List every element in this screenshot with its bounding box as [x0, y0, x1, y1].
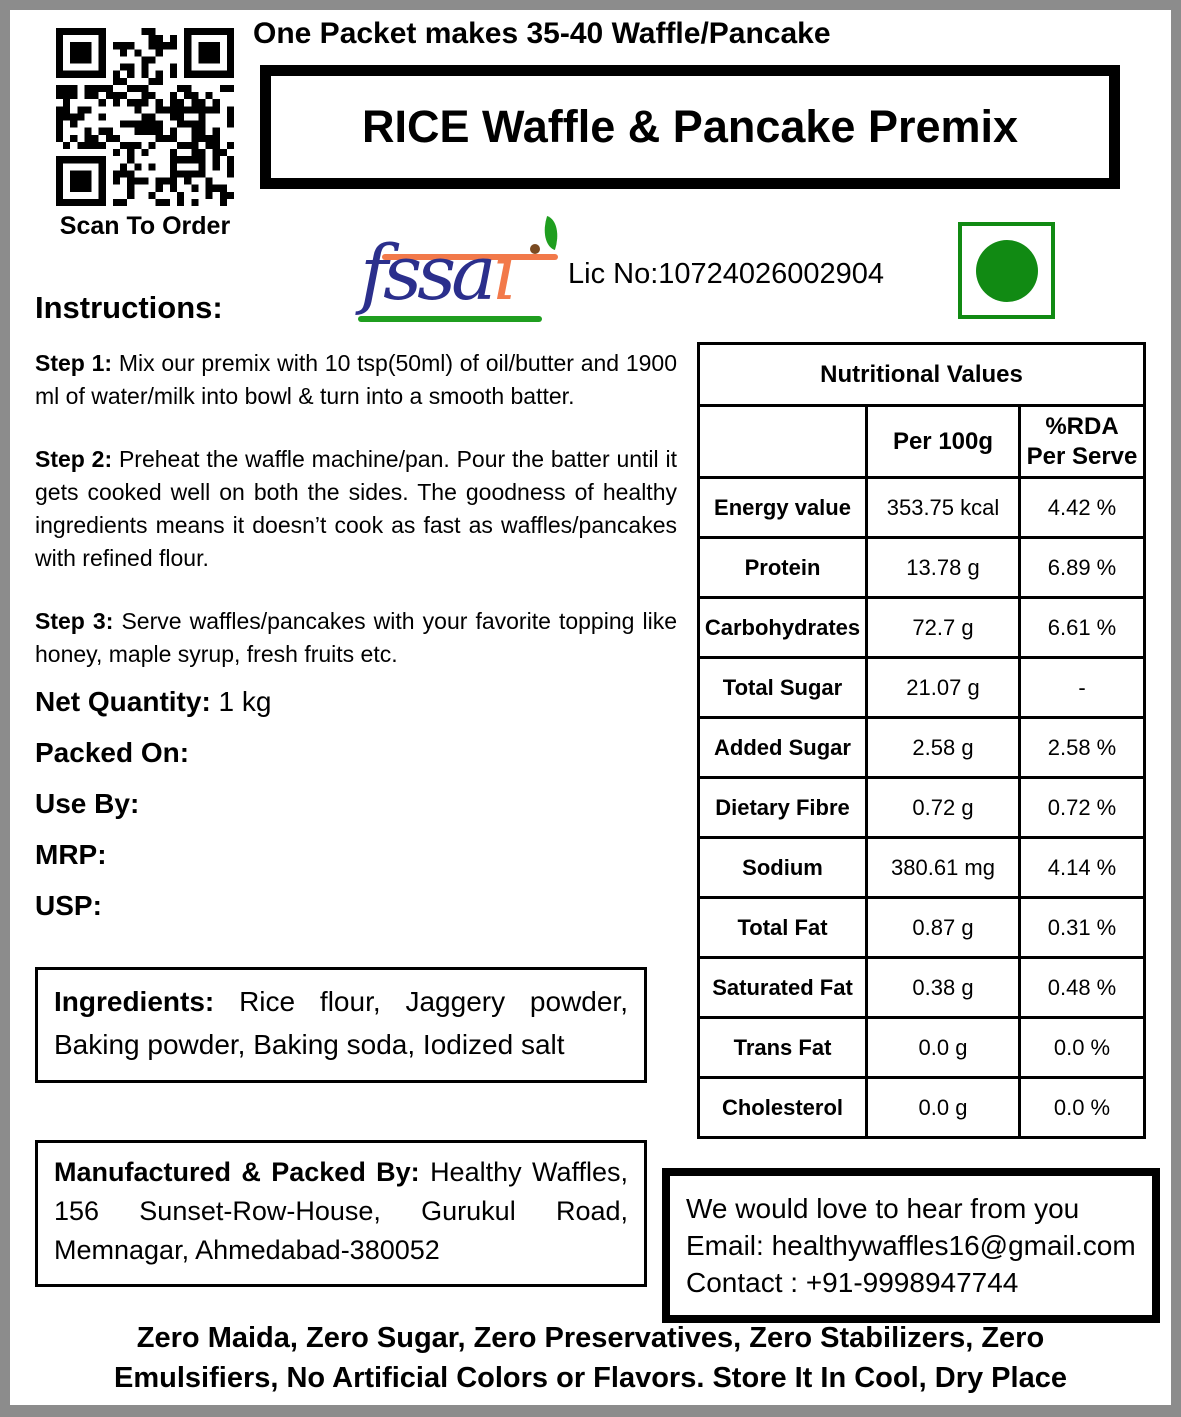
nutrition-row: Energy value 353.75 kcal 4.42 % — [697, 476, 1146, 539]
nutrient-per-100g: 0.38 g — [865, 956, 1021, 1019]
nutrition-table: Nutritional Values Per 100g %RDA Per Ser… — [697, 342, 1146, 1139]
instruction-steps: Step 1: Mix our premix with 10 tsp(50ml)… — [35, 347, 677, 671]
nutrient-per-100g: 2.58 g — [865, 716, 1021, 779]
nutrient-name: Saturated Fat — [697, 956, 868, 1019]
ingredients-text: Rice flour, Jaggery powder, Baking powde… — [54, 986, 628, 1060]
manufacturer-box: Manufactured & Packed By: Healthy Waffle… — [35, 1140, 647, 1287]
nutrient-name: Total Sugar — [697, 656, 868, 719]
nutrition-title-row: Nutritional Values — [697, 342, 1146, 407]
nutrition-row: Total Sugar 21.07 g- — [697, 656, 1146, 719]
nutrient-per-100g: 0.72 g — [865, 776, 1021, 839]
fssai-wordmark-i: ı — [491, 228, 515, 317]
pack-detail-line: Net Quantity: 1 kg — [35, 686, 272, 717]
nutrient-rda: 0.72 % — [1018, 776, 1146, 839]
nutrition-table-title: Nutritional Values — [697, 342, 1146, 407]
fssai-leaf-icon — [537, 215, 565, 251]
nutrition-row: Total Fat 0.87 g 0.31 % — [697, 896, 1146, 959]
fssai-top-bar — [382, 254, 558, 260]
nutrient-name: Dietary Fibre — [697, 776, 868, 839]
nutrient-per-100g: 72.7 g — [865, 596, 1021, 659]
nutrition-row: Sodium 380.61 mg 4.14 % — [697, 836, 1146, 899]
nutrient-name: Cholesterol — [697, 1076, 868, 1139]
top-note: One Packet makes 35-40 Waffle/Pancake — [253, 17, 831, 50]
contact-box: We would love to hear from you Email: he… — [662, 1168, 1160, 1323]
instruction-step: Step 1: Mix our premix with 10 tsp(50ml)… — [35, 350, 677, 409]
fssai-leaf-dot-icon — [530, 244, 540, 254]
nutrition-table-body: Energy value 353.75 kcal 4.42 % Protein 13.7… — [697, 476, 1146, 1139]
ingredients-label: Ingredients: — [54, 986, 215, 1017]
nutrient-rda: - — [1018, 656, 1146, 719]
nutrient-name: Protein — [697, 536, 868, 599]
fssai-wordmark: fssaı — [360, 222, 516, 324]
nutrient-rda: 4.14 % — [1018, 836, 1146, 899]
pack-detail-line: MRP: — [35, 839, 107, 870]
nutrient-per-100g: 13.78 g — [865, 536, 1021, 599]
veg-mark-dot — [975, 239, 1038, 302]
title-box: RICE Waffle & Pancake Premix — [260, 65, 1120, 189]
nutrient-per-100g: 0.87 g — [865, 896, 1021, 959]
nutrient-rda: 6.89 % — [1018, 536, 1146, 599]
nutrition-row: Protein 13.78 g 6.89 % — [697, 536, 1146, 599]
fssai-logo: fssaı — [358, 215, 568, 326]
ingredients-box: Ingredients: Rice flour, Jaggery powder,… — [35, 967, 647, 1083]
nutrition-row: Dietary Fibre 0.72 g 0.72 % — [697, 776, 1146, 839]
contact-line-3: Contact : +91-9998947744 — [686, 1267, 1019, 1298]
nutrient-rda: 0.48 % — [1018, 956, 1146, 1019]
nutrient-rda: 0.0 % — [1018, 1016, 1146, 1079]
nutrition-col-per-100g: Per 100g — [865, 404, 1021, 479]
nutrition-row: Added Sugar 2.58 g 2.58 % — [697, 716, 1146, 779]
nutrition-col-rda: %RDA Per Serve — [1018, 404, 1146, 479]
pack-detail-line: USP: — [35, 890, 102, 921]
nutrient-rda: 4.42 % — [1018, 476, 1146, 539]
product-title: RICE Waffle & Pancake Premix — [361, 101, 1019, 152]
qr-caption: Scan To Order — [59, 212, 231, 240]
nutrition-col-blank — [697, 404, 868, 479]
nutrient-rda: 6.61 % — [1018, 596, 1146, 659]
qr-block: Scan To Order — [52, 28, 238, 241]
instruction-step: Step 3: Serve waffles/pancakes with your… — [35, 608, 677, 667]
fssai-bottom-bar — [358, 316, 542, 322]
instruction-step: Step 2: Preheat the waffle machine/pan. … — [35, 446, 677, 571]
pack-detail-line: Packed On: — [35, 737, 190, 768]
label-page: Scan To Order One Packet makes 35-40 Waf… — [10, 10, 1171, 1405]
nutrient-rda: 0.31 % — [1018, 896, 1146, 959]
footer-claims: Zero Maida, Zero Sugar, Zero Preservativ… — [114, 1322, 1067, 1394]
nutrient-name: Carbohydrates — [697, 596, 868, 659]
nutrient-per-100g: 0.0 g — [865, 1076, 1021, 1139]
pack-details: Net Quantity: 1 kg Packed On: Use By: MRP: U… — [35, 685, 677, 923]
nutrient-per-100g: 0.0 g — [865, 1016, 1021, 1079]
nutrient-per-100g: 380.61 mg — [865, 836, 1021, 899]
nutrient-name: Sodium — [697, 836, 868, 899]
nutrient-name: Added Sugar — [697, 716, 868, 779]
instructions-and-details: Step 1: Mix our premix with 10 tsp(50ml)… — [35, 347, 677, 940]
contact-line-1: We would love to hear from you — [686, 1193, 1080, 1224]
instructions-heading: Instructions: — [35, 290, 223, 325]
nutrient-per-100g: 21.07 g — [865, 656, 1021, 719]
veg-mark-icon — [958, 222, 1055, 319]
fssai-wordmark-main: fssa — [360, 228, 496, 317]
nutrient-name: Trans Fat — [697, 1016, 868, 1079]
nutrient-rda: 2.58 % — [1018, 716, 1146, 779]
pack-detail-line: Use By: — [35, 788, 140, 819]
nutrient-rda: 0.0 % — [1018, 1076, 1146, 1139]
qr-code-icon — [56, 28, 234, 206]
nutrition-row: Cholesterol 0.0 g 0.0 % — [697, 1076, 1146, 1139]
nutrition-row: Carbohydrates 72.7 g 6.61 % — [697, 596, 1146, 659]
nutrition-row: Trans Fat 0.0 g 0.0 % — [697, 1016, 1146, 1079]
fssai-license-number: Lic No:10724026002904 — [568, 258, 885, 290]
nutrition-row: Saturated Fat 0.38 g 0.48 % — [697, 956, 1146, 1019]
contact-line-2: Email: healthywaffles16@gmail.com — [686, 1230, 1136, 1261]
nutrient-name: Energy value — [697, 476, 868, 539]
nutrient-per-100g: 353.75 kcal — [865, 476, 1021, 539]
nutrition-header-row: Per 100g %RDA Per Serve — [697, 404, 1146, 479]
manufacturer-label: Manufactured & Packed By: — [54, 1157, 420, 1187]
nutrient-name: Total Fat — [697, 896, 868, 959]
manufacturer-text: Healthy Waffles, 156 Sunset-Row-House, G… — [54, 1157, 629, 1265]
